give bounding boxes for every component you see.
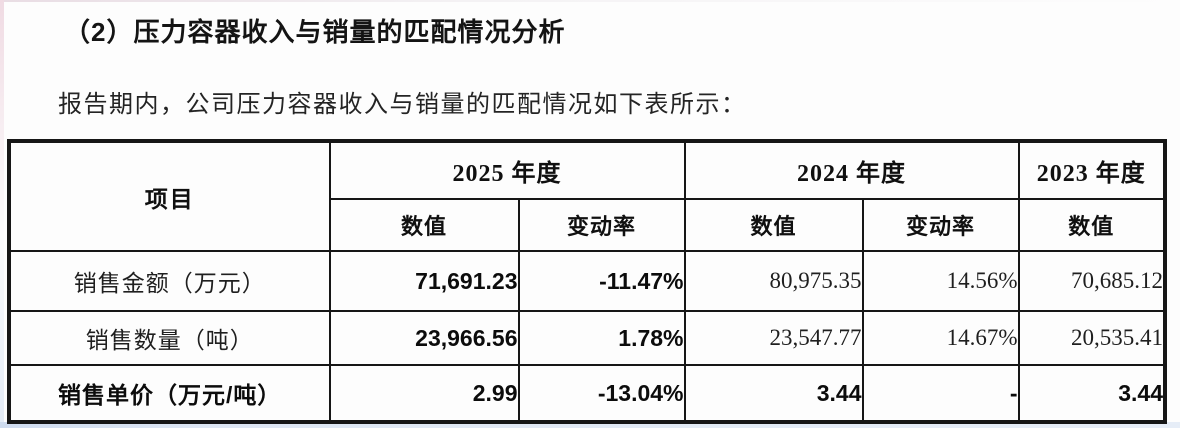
cell-2025-value: 23,966.56 xyxy=(328,310,520,366)
subheader-2025-change: 变动率 xyxy=(517,198,686,252)
cell-2023-value: 20,535.41 xyxy=(1017,310,1166,366)
row-label: 销售金额（万元） xyxy=(8,250,331,312)
subheader-2023-value: 数值 xyxy=(1017,198,1166,252)
cell-2024-change: 14.56% xyxy=(861,250,1020,312)
subheader-2024-value: 数值 xyxy=(683,198,864,252)
cell-2024-change: - xyxy=(861,364,1020,423)
scan-edge-left xyxy=(0,0,4,428)
cell-2025-change: -11.47% xyxy=(517,250,686,312)
table-header-years-row: 项目 2025 年度 2024 年度 2023 年度 xyxy=(8,140,1166,252)
subheader-2025-value: 数值 xyxy=(328,198,520,252)
cell-2025-value: 2.99 xyxy=(328,364,520,423)
row-label: 销售单价（万元/吨） xyxy=(8,364,331,423)
section-heading: （2）压力容器收入与销量的匹配情况分析 xyxy=(64,17,566,47)
table-row-sales-amount: 销售金额（万元） 71,691.23 -11.47% 80,975.35 14.… xyxy=(8,250,1166,312)
cell-2025-change: -13.04% xyxy=(517,364,686,423)
pressure-vessel-match-table: 项目 2025 年度 2024 年度 2023 年度 数值 变动率 数值 变动率… xyxy=(7,139,1167,424)
column-header-item: 项目 xyxy=(8,140,331,252)
table-header-sub-row: 数值 变动率 数值 变动率 数值 xyxy=(10,198,1166,252)
intro-paragraph: 报告期内，公司压力容器收入与销量的匹配情况如下表所示： xyxy=(58,92,747,118)
cell-2024-value: 3.44 xyxy=(683,364,864,423)
table-row-sales-volume: 销售数量（吨） 23,966.56 1.78% 23,547.77 14.67%… xyxy=(8,310,1166,366)
cell-2024-value: 80,975.35 xyxy=(683,250,864,312)
cell-2024-value: 23,547.77 xyxy=(683,310,864,366)
cell-2025-value: 71,691.23 xyxy=(328,250,520,312)
column-header-2024: 2024 年度 xyxy=(683,140,1020,200)
scan-edge-top xyxy=(0,0,1180,2)
cell-2023-value: 70,685.12 xyxy=(1017,250,1166,312)
column-header-2025: 2025 年度 xyxy=(328,140,686,200)
cell-2024-change: 14.67% xyxy=(861,310,1020,366)
cell-2023-value: 3.44 xyxy=(1017,364,1166,423)
table-row-unit-price: 销售单价（万元/吨） 2.99 -13.04% 3.44 - 3.44 xyxy=(8,364,1166,423)
column-header-2023: 2023 年度 xyxy=(1017,140,1166,200)
cell-2025-change: 1.78% xyxy=(517,310,686,366)
scan-edge-bottom xyxy=(0,422,1180,428)
row-label: 销售数量（吨） xyxy=(8,310,331,366)
subheader-2024-change: 变动率 xyxy=(861,198,1020,252)
